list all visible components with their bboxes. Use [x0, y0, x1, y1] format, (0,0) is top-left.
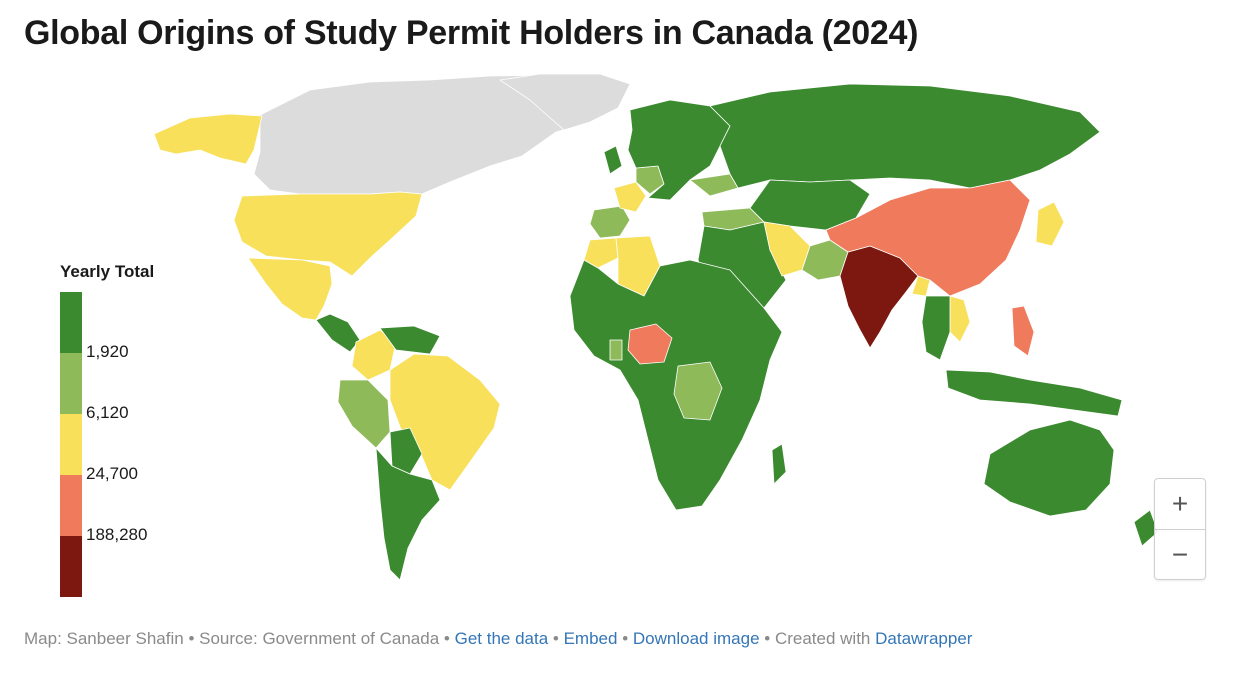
- legend-tick-3: 24,700: [86, 464, 138, 483]
- datawrapper-link[interactable]: Datawrapper: [875, 629, 973, 648]
- legend-swatch-1: [60, 292, 82, 353]
- legend-swatch-2: [60, 353, 82, 414]
- get-data-link[interactable]: Get the data: [454, 629, 549, 648]
- country-ghana[interactable]: [609, 339, 623, 361]
- legend-swatch-4: [60, 475, 82, 536]
- footer-credit: Map: Sanbeer Shafin: [24, 629, 184, 648]
- country-argentina-chile[interactable]: [375, 447, 441, 581]
- legend-tick-1: 1,920: [86, 342, 129, 361]
- country-france[interactable]: [613, 181, 647, 213]
- download-image-link[interactable]: Download image: [632, 629, 760, 648]
- country-ukraine[interactable]: [689, 173, 739, 197]
- footer-separator: •: [188, 629, 195, 648]
- world-choropleth-map[interactable]: [70, 70, 1230, 610]
- footer-created-with: Created with: [774, 629, 871, 648]
- zoom-out-button[interactable]: −: [1155, 529, 1205, 580]
- footer-separator: •: [552, 629, 559, 648]
- country-korea-japan[interactable]: [1035, 201, 1065, 247]
- country-venezuela[interactable]: [379, 325, 441, 355]
- country-uk[interactable]: [603, 145, 623, 175]
- country-dr-congo[interactable]: [673, 361, 723, 421]
- country-canada[interactable]: [253, 74, 611, 195]
- legend-title: Yearly Total: [60, 262, 155, 281]
- map-canvas[interactable]: [70, 70, 1230, 610]
- country-central-america[interactable]: [315, 313, 361, 353]
- country-russia[interactable]: [709, 83, 1101, 189]
- zoom-in-button[interactable]: +: [1171, 488, 1189, 519]
- country-china[interactable]: [825, 179, 1031, 297]
- legend-swatch-3: [60, 414, 82, 475]
- country-indonesia[interactable]: [945, 369, 1123, 417]
- country-morocco[interactable]: [583, 237, 619, 269]
- country-philippines[interactable]: [1011, 305, 1035, 357]
- country-spain[interactable]: [589, 205, 631, 239]
- footer-source: Source: Government of Canada: [199, 629, 440, 648]
- country-usa[interactable]: [233, 191, 423, 277]
- footer-separator: •: [622, 629, 629, 648]
- country-mexico[interactable]: [247, 257, 333, 321]
- country-bolivia-paraguay[interactable]: [389, 427, 423, 475]
- footer-separator: •: [443, 629, 450, 648]
- footer-credits: Map: Sanbeer Shafin • Source: Government…: [24, 629, 972, 649]
- country-greenland[interactable]: [499, 73, 631, 131]
- country-nigeria[interactable]: [627, 323, 673, 365]
- country-alaska[interactable]: [153, 113, 263, 165]
- legend-tick-4: 188,280: [86, 525, 148, 544]
- country-vietnam[interactable]: [949, 295, 971, 343]
- page-title: Global Origins of Study Permit Holders i…: [24, 14, 919, 52]
- legend-tick-2: 6,120: [86, 403, 129, 422]
- country-madagascar[interactable]: [771, 443, 787, 485]
- embed-link[interactable]: Embed: [563, 629, 618, 648]
- zoom-controls: + −: [1154, 478, 1206, 580]
- country-peru[interactable]: [337, 379, 391, 449]
- map-legend: Yearly Total 1,920 6,120 24,700 188,280: [60, 262, 154, 597]
- legend-swatch-5: [60, 536, 82, 597]
- footer-separator: •: [764, 629, 771, 648]
- country-southeast-asia[interactable]: [921, 295, 951, 361]
- legend-color-scale: 1,920 6,120 24,700 188,280: [60, 292, 147, 597]
- country-australia[interactable]: [983, 419, 1115, 517]
